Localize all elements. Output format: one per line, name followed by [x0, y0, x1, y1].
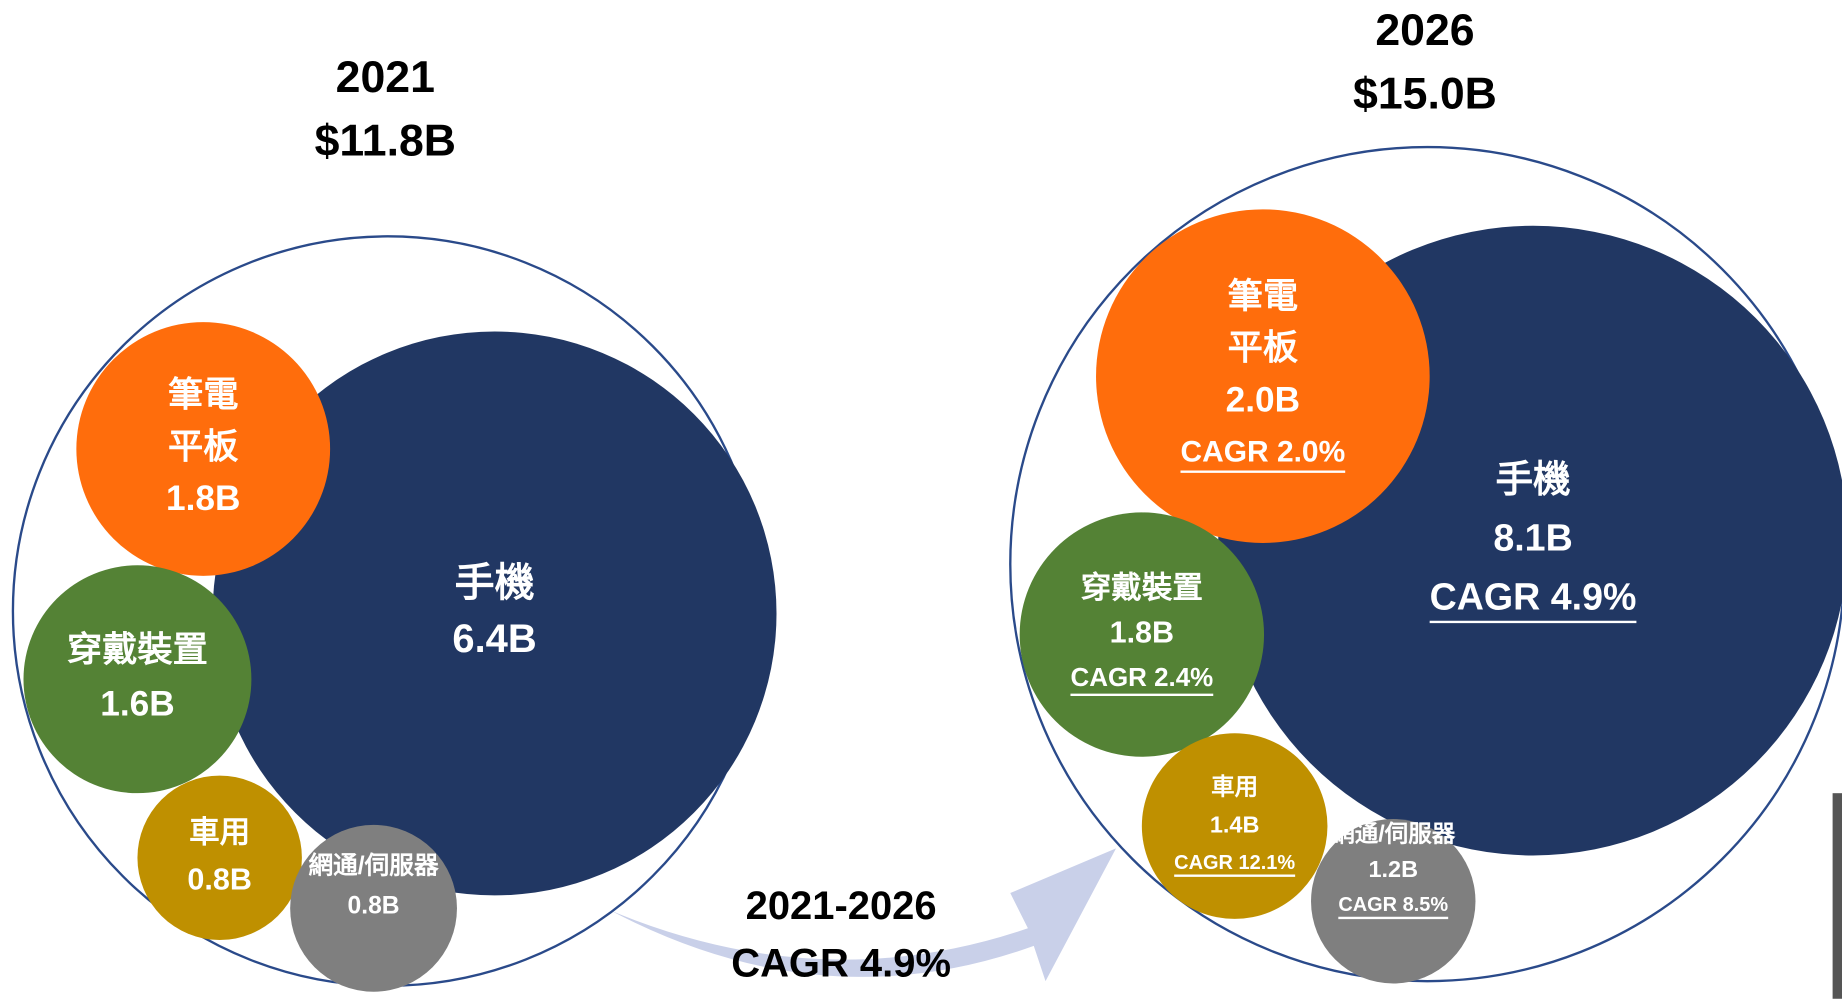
bubble-cagr: CAGR 12.1% [1174, 852, 1295, 874]
bubble [1141, 733, 1328, 919]
bubble-label: 網通/伺服器 [1331, 821, 1455, 847]
bubble-label: 平板 [1228, 329, 1299, 368]
bubble-value: 0.8B [348, 893, 400, 920]
bubble-label: 穿戴裝置 [67, 631, 208, 670]
bubble [290, 824, 457, 992]
bubble-label: 平板 [168, 427, 239, 466]
bubble-value: 2.0B [1226, 380, 1300, 419]
total: $11.8B [315, 116, 456, 165]
bubble-label: 車用 [1211, 774, 1258, 800]
bubble-cagr: CAGR 4.9% [1430, 575, 1637, 617]
bubble [137, 775, 302, 941]
bubble-label: 手機 [455, 561, 535, 605]
bubble-label: 筆電 [168, 376, 238, 415]
bubble [1096, 209, 1430, 543]
bubble-label: 網通/伺服器 [308, 851, 438, 880]
bubble-label: 手機 [1495, 458, 1570, 500]
bubble [212, 331, 777, 896]
bubble [23, 565, 252, 794]
cagr: CAGR 4.9% [731, 941, 951, 985]
bubble-value: 8.1B [1493, 517, 1572, 559]
bubble-label: 車用 [189, 815, 250, 849]
bubble-label: 筆電 [1228, 277, 1298, 316]
bubble-value: 1.8B [166, 479, 240, 518]
period: 2021-2026 [746, 884, 937, 928]
year: 2021 [336, 53, 435, 102]
bubble-cagr: CAGR 2.4% [1070, 662, 1213, 692]
bubble-cagr: CAGR 8.5% [1338, 894, 1448, 916]
bubble [76, 322, 331, 576]
bubble-value: 1.2B [1368, 856, 1418, 882]
bubble-value: 6.4B [452, 617, 536, 661]
bubble-label: 穿戴裝置 [1081, 570, 1203, 605]
year: 2026 [1375, 6, 1474, 55]
bubble-value: 1.4B [1210, 811, 1260, 837]
edge-bar [1832, 793, 1842, 999]
bubble-cagr: CAGR 2.0% [1180, 436, 1345, 469]
total: $15.0B [1353, 69, 1497, 118]
bubble [1311, 819, 1476, 984]
growth-arrow [610, 848, 1117, 982]
bubble-value: 1.8B [1110, 616, 1175, 650]
outer-circle [1009, 146, 1842, 983]
bubble-value: 1.6B [100, 685, 174, 724]
bubble-value: 0.8B [187, 862, 251, 896]
